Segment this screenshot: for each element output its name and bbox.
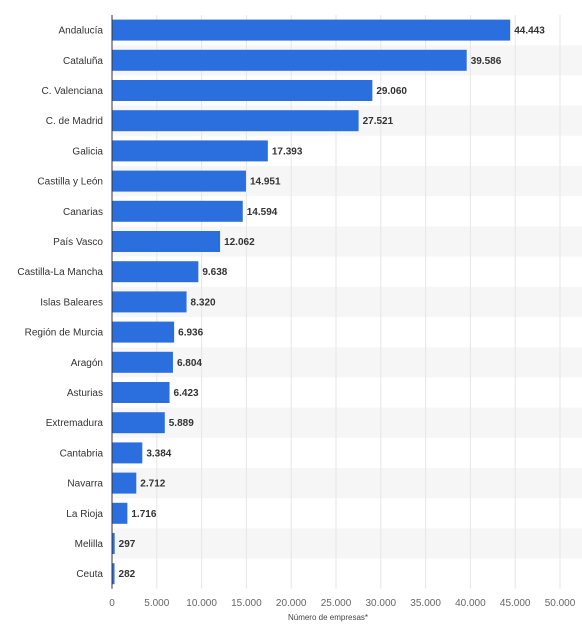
bar-value-label: 6.804 — [177, 358, 202, 369]
x-tick-label: 45.000 — [500, 598, 531, 609]
x-tick-label: 5.000 — [144, 598, 169, 609]
category-label: Galicia — [72, 146, 103, 157]
x-tick-label: 20.000 — [276, 598, 307, 609]
bar-value-label: 6.423 — [174, 388, 199, 399]
category-label: Castilla-La Mancha — [17, 267, 103, 278]
bar[interactable] — [112, 351, 173, 373]
bar-value-label: 8.320 — [191, 297, 216, 308]
bar-value-label: 27.521 — [363, 116, 394, 127]
row-stripe — [112, 347, 582, 378]
bar-value-label: 2.712 — [140, 479, 165, 490]
row-stripe — [112, 407, 582, 438]
category-label: Aragón — [71, 358, 103, 369]
bar[interactable] — [112, 472, 137, 494]
bar[interactable] — [112, 110, 359, 132]
row-stripe — [112, 468, 582, 499]
bar[interactable] — [112, 19, 511, 41]
bar[interactable] — [112, 382, 170, 403]
bar-value-label: 14.951 — [250, 177, 281, 188]
bar[interactable] — [112, 170, 246, 192]
bar-value-label: 29.060 — [376, 86, 407, 97]
bar[interactable] — [112, 49, 467, 71]
bar[interactable] — [112, 321, 175, 343]
category-label: Navarra — [67, 479, 103, 490]
category-label: Andalucía — [59, 26, 104, 37]
bar-value-label: 44.443 — [514, 26, 545, 37]
bar-value-label: 5.889 — [169, 418, 194, 429]
category-label: País Vasco — [53, 237, 103, 248]
category-labels: Andalucía Cataluña C. Valenciana C. de Madr… — [17, 26, 103, 581]
x-tick-label: 25.000 — [321, 598, 352, 609]
bars — [112, 19, 511, 585]
bar-value-label: 282 — [119, 569, 136, 580]
category-label: Asturias — [67, 388, 103, 399]
bar-value-label: 39.586 — [471, 56, 502, 67]
row-stripe — [112, 528, 582, 559]
bar[interactable] — [112, 533, 115, 554]
bar[interactable] — [112, 563, 115, 585]
category-label: Cataluña — [63, 56, 103, 67]
bar[interactable] — [112, 200, 243, 222]
x-tick-label: 30.000 — [366, 598, 397, 609]
bar[interactable] — [112, 231, 221, 252]
x-tick-label: 35.000 — [410, 598, 441, 609]
value-labels: 44.443 39.586 29.060 27.521 17.393 14.951 14.5… — [119, 26, 546, 581]
x-axis-ticks: 0 5.000 10.000 15.000 20.000 25.000 30.000 35.0… — [109, 598, 576, 609]
bar[interactable] — [112, 412, 165, 434]
x-axis-title: Número de empresas* — [288, 613, 368, 622]
bar-value-label: 297 — [119, 539, 136, 550]
bar-value-label: 1.716 — [131, 509, 156, 520]
bar[interactable] — [112, 291, 187, 313]
bar-value-label: 14.594 — [247, 207, 278, 218]
category-label: C. Valenciana — [41, 86, 103, 97]
category-label: La Rioja — [66, 509, 103, 520]
bar-value-label: 3.384 — [146, 448, 171, 459]
bar[interactable] — [112, 261, 199, 283]
bar[interactable] — [112, 442, 143, 464]
row-stripe — [112, 286, 582, 317]
category-label: Castilla y León — [37, 177, 103, 188]
bar[interactable] — [112, 80, 373, 101]
bar-value-label: 12.062 — [224, 237, 255, 248]
x-tick-label: 50.000 — [545, 598, 576, 609]
category-label: C. de Madrid — [46, 116, 103, 127]
bar[interactable] — [112, 502, 128, 524]
x-tick-label: 15.000 — [231, 598, 262, 609]
category-label: Melilla — [75, 539, 104, 550]
category-label: Extremadura — [46, 418, 104, 429]
category-label: Canarias — [63, 207, 103, 218]
category-label: Cantabria — [60, 448, 104, 459]
category-label: Ceuta — [76, 569, 103, 580]
bar[interactable] — [112, 140, 268, 162]
bar-value-label: 9.638 — [202, 267, 227, 278]
bar-value-label: 6.936 — [178, 328, 203, 339]
x-tick-label: 0 — [109, 598, 115, 609]
x-tick-label: 10.000 — [186, 598, 217, 609]
category-label: Islas Baleares — [40, 297, 103, 308]
category-label: Región de Murcia — [25, 328, 104, 339]
x-tick-label: 40.000 — [455, 598, 486, 609]
row-stripes — [112, 45, 582, 559]
bar-value-label: 17.393 — [272, 146, 303, 157]
